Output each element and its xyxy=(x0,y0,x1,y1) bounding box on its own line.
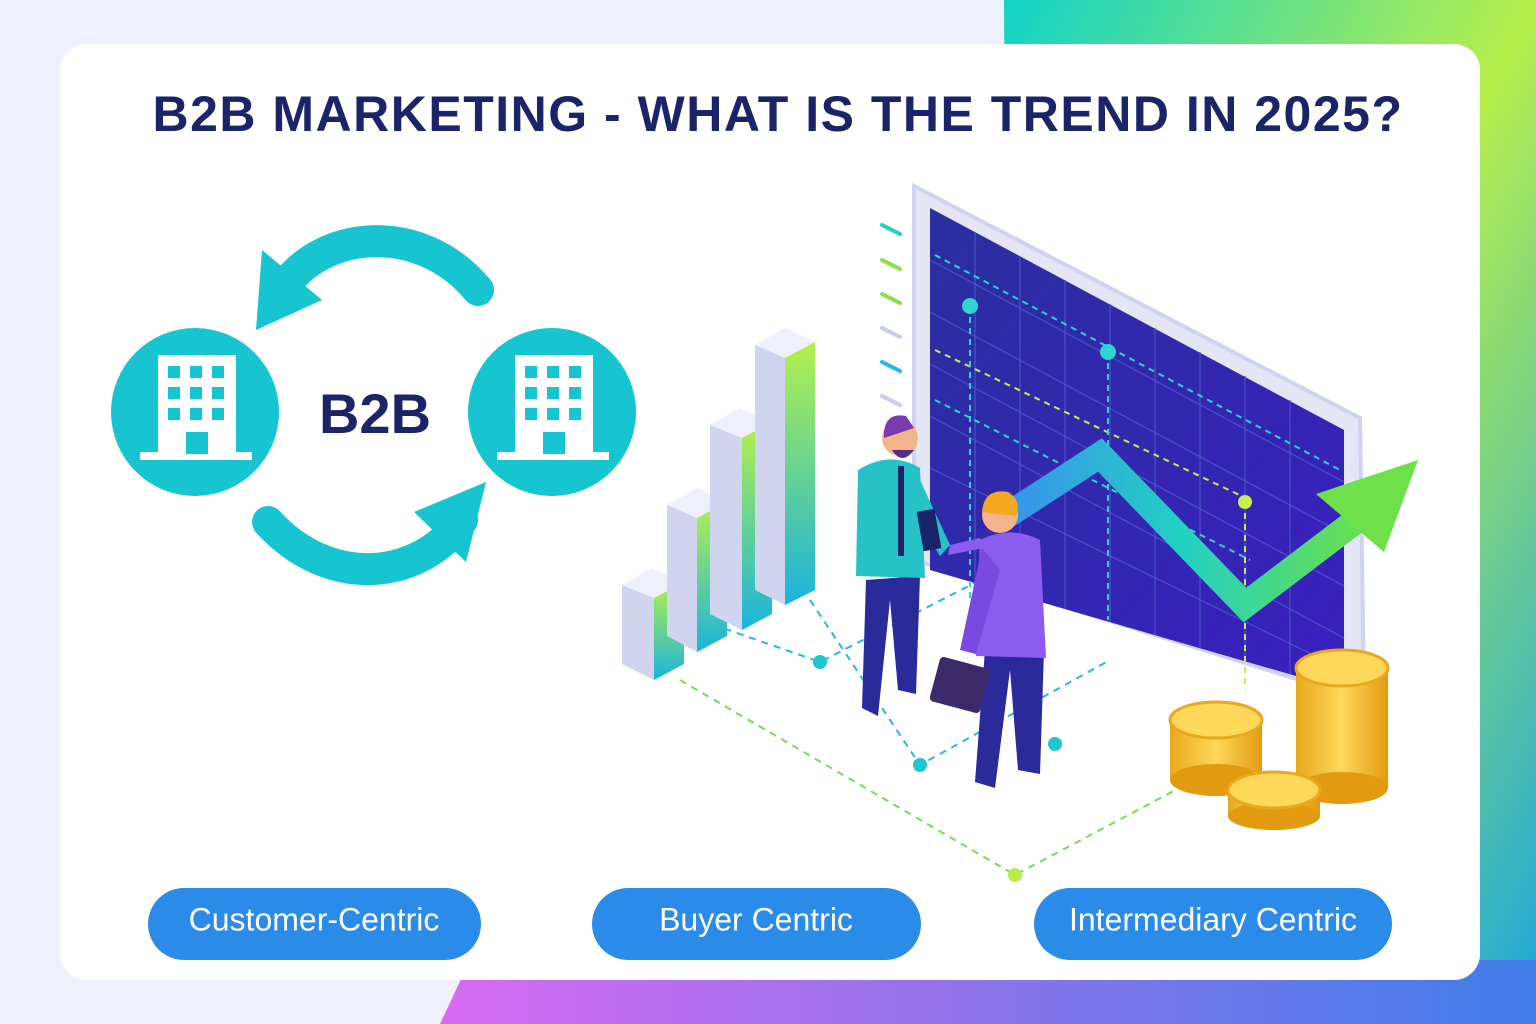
diagram-label: B2B xyxy=(319,382,431,445)
side-ticks xyxy=(880,223,902,407)
floor-dot xyxy=(1048,737,1062,751)
building-icon xyxy=(468,328,636,496)
pill[interactable]: Buyer Centric xyxy=(592,888,921,960)
coins xyxy=(1168,648,1390,830)
arrow-head xyxy=(414,482,486,562)
person xyxy=(929,491,1046,788)
title: B2B MARKETING - WHAT IS THE TREND IN 202… xyxy=(152,86,1403,142)
pill-label: Customer-Centric xyxy=(189,901,440,937)
floor-dot xyxy=(1008,868,1022,882)
b2b-diagram: B2B xyxy=(111,225,636,585)
trend-arrow-head xyxy=(1316,460,1418,552)
pill-label: Buyer Centric xyxy=(659,901,853,937)
arrow-head xyxy=(256,250,322,330)
screen-dot xyxy=(1100,344,1116,360)
pill-background xyxy=(148,888,481,960)
pill-background xyxy=(592,888,921,960)
trend-arrow xyxy=(992,438,1378,623)
illustration xyxy=(622,182,1418,882)
pill-label: Intermediary Centric xyxy=(1069,901,1357,937)
building-icon xyxy=(111,328,279,496)
floor-dot xyxy=(813,655,827,669)
screen-grid xyxy=(929,232,1345,674)
floor-dot xyxy=(913,758,927,772)
pill[interactable]: Customer-Centric xyxy=(148,888,481,960)
pill-background xyxy=(1034,888,1392,960)
screen-dot xyxy=(962,298,978,314)
arrow-arc xyxy=(266,225,494,306)
person xyxy=(856,415,950,716)
screen-dot xyxy=(1238,495,1252,509)
pill[interactable]: Intermediary Centric xyxy=(1034,888,1392,960)
bar-graphic xyxy=(622,328,815,680)
